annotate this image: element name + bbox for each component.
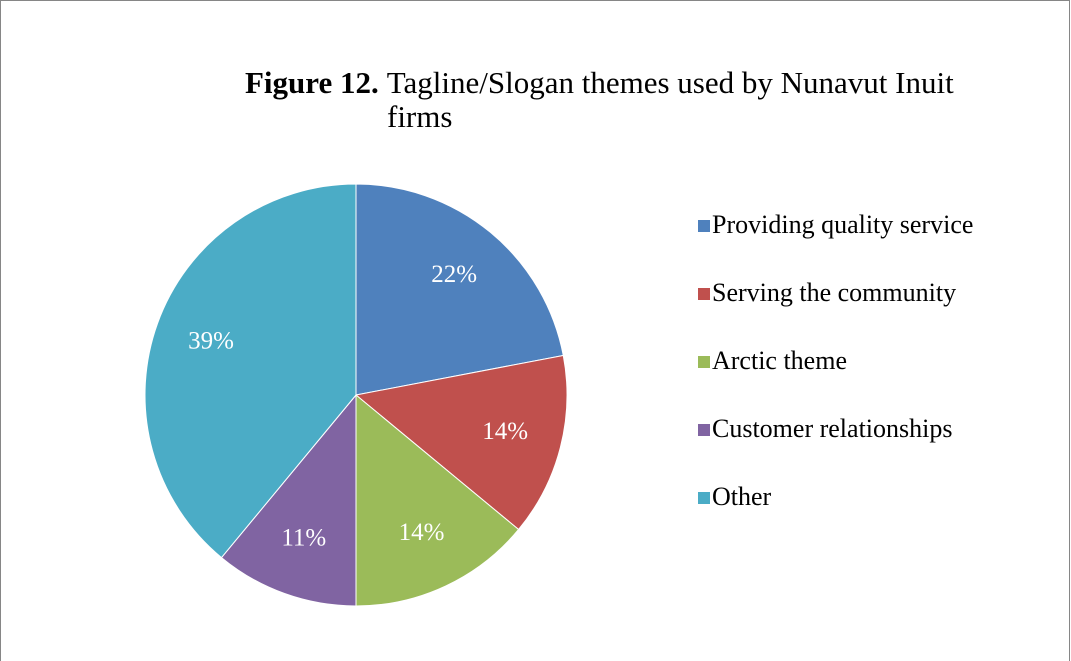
legend-label: Providing quality service — [712, 210, 973, 239]
figure-label: Figure 12. — [245, 65, 379, 100]
legend-swatch — [698, 424, 710, 436]
legend-swatch — [698, 356, 710, 368]
data-label: 39% — [188, 328, 234, 355]
data-label: 22% — [431, 261, 477, 288]
pie-slice — [144, 183, 357, 559]
chart-title: Tagline/Slogan themes used by Nunavut In… — [386, 65, 954, 134]
data-label: 14% — [399, 519, 445, 546]
chart-title-block: Figure 12. Tagline/Slogan themes used by … — [0, 66, 985, 134]
legend-label: Other — [712, 482, 772, 511]
pie-slice — [355, 183, 564, 396]
pie-slice — [355, 393, 520, 607]
legend-label: Arctic theme — [712, 346, 847, 375]
legend-swatch — [698, 288, 710, 300]
legend-label: Customer relationships — [712, 414, 952, 443]
pie-slice — [220, 393, 357, 607]
legend-swatch — [698, 492, 710, 504]
legend-swatch — [698, 220, 710, 232]
legend-label: Serving the community — [712, 278, 956, 307]
pie-slice — [354, 354, 568, 531]
data-label: 11% — [281, 525, 326, 552]
data-label: 14% — [482, 418, 528, 445]
